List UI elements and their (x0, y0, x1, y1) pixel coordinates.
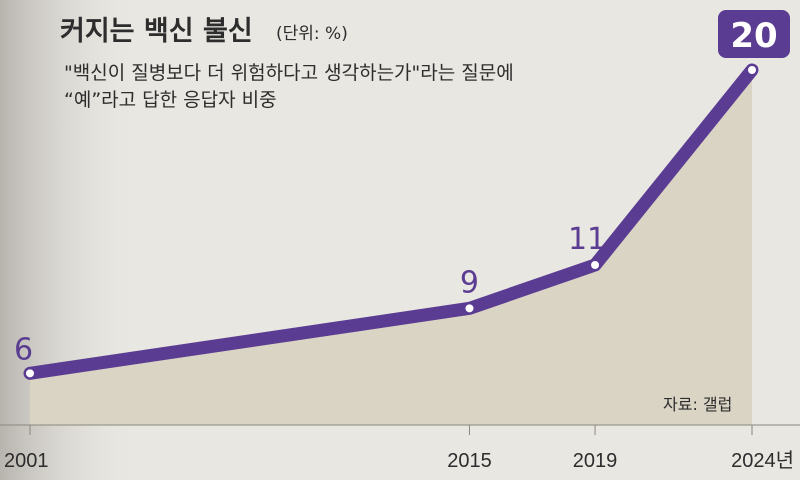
chart-subtitle-line-2: “예”라고 답한 응답자 비중 (64, 89, 277, 111)
source-note: 자료: 갤럽 (663, 395, 732, 414)
data-point-2019 (589, 259, 602, 271)
data-label-2024년: 20 (730, 16, 777, 56)
data-point-2001 (24, 367, 36, 380)
data-label-badge-2024년 (718, 10, 790, 58)
chart-subtitle-line-1: "백신이 질병보다 더 위험하다고 생각하는가"라는 질문에 (64, 62, 514, 84)
x-tick-label-2019: 2019 (573, 450, 618, 472)
x-tick-label-2001: 2001 (4, 450, 49, 472)
area-fill (30, 70, 752, 425)
series-line (23, 63, 759, 380)
x-axis-ticks: 2001 2015 2019 2024년 (4, 425, 794, 472)
x-tick-label-2015: 2015 (447, 450, 492, 472)
chart-title: 커지는 백신 불신 (60, 16, 253, 47)
data-label-2001: 6 (14, 332, 33, 367)
chart-unit: (단위: %) (276, 24, 348, 44)
chart-title-group: 커지는 백신 불신 (단위: %) (60, 16, 348, 47)
data-label-2015: 9 (460, 265, 479, 300)
x-tick-label-2024년: 2024년 (731, 449, 794, 472)
data-label-2019: 11 (568, 222, 606, 257)
data-point-2015 (463, 302, 476, 315)
data-point-2024년 (746, 64, 758, 76)
data-labels: 6 9 11 20 (14, 10, 790, 367)
data-points (24, 64, 758, 380)
